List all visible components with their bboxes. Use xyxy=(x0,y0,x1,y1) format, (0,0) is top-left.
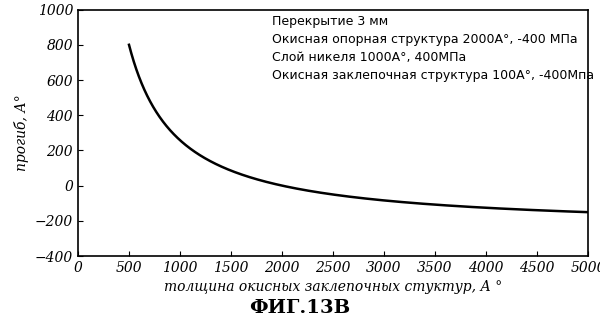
Text: ФИГ.13В: ФИГ.13В xyxy=(250,299,350,317)
X-axis label: толщина окисных заклепочных стуктур, А °: толщина окисных заклепочных стуктур, А ° xyxy=(164,280,502,294)
Text: Перекрытие 3 мм
Окисная опорная структура 2000A°, -400 МПа
Слой никеля 1000A°, 4: Перекрытие 3 мм Окисная опорная структур… xyxy=(272,14,594,82)
Y-axis label: прогиб, А°: прогиб, А° xyxy=(14,94,29,171)
